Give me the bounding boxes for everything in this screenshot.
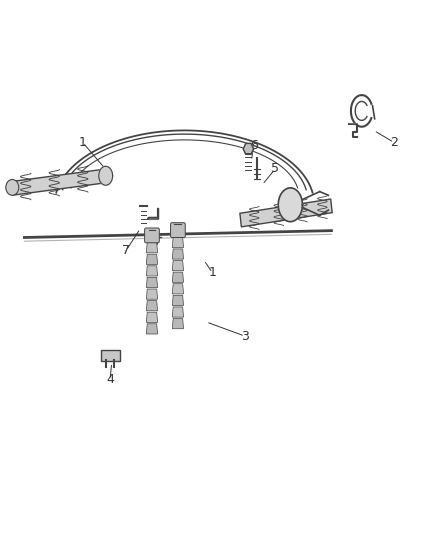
Text: 1: 1 <box>208 266 216 279</box>
Text: 5: 5 <box>271 163 279 175</box>
Polygon shape <box>243 143 254 155</box>
Text: 2: 2 <box>390 136 398 149</box>
Polygon shape <box>146 312 158 322</box>
Polygon shape <box>172 261 184 271</box>
Polygon shape <box>11 169 107 195</box>
Text: 3: 3 <box>241 329 249 343</box>
Polygon shape <box>146 266 158 276</box>
Text: 7: 7 <box>122 244 130 257</box>
Polygon shape <box>278 188 303 222</box>
Polygon shape <box>146 301 158 311</box>
Polygon shape <box>172 307 184 317</box>
Polygon shape <box>146 289 158 299</box>
Polygon shape <box>146 254 158 264</box>
Polygon shape <box>172 237 184 247</box>
Polygon shape <box>172 272 184 282</box>
Circle shape <box>6 180 19 195</box>
Text: 6: 6 <box>250 139 258 152</box>
Polygon shape <box>240 199 332 227</box>
Text: 4: 4 <box>106 374 114 386</box>
Polygon shape <box>148 208 159 219</box>
FancyBboxPatch shape <box>170 223 185 238</box>
Polygon shape <box>172 319 184 329</box>
Polygon shape <box>146 243 158 253</box>
Polygon shape <box>146 277 158 288</box>
Polygon shape <box>172 284 184 294</box>
Polygon shape <box>146 324 158 334</box>
Polygon shape <box>99 166 113 185</box>
FancyBboxPatch shape <box>100 350 120 361</box>
Text: 1: 1 <box>79 136 87 149</box>
Polygon shape <box>172 249 184 259</box>
FancyBboxPatch shape <box>145 228 159 243</box>
Polygon shape <box>172 295 184 305</box>
